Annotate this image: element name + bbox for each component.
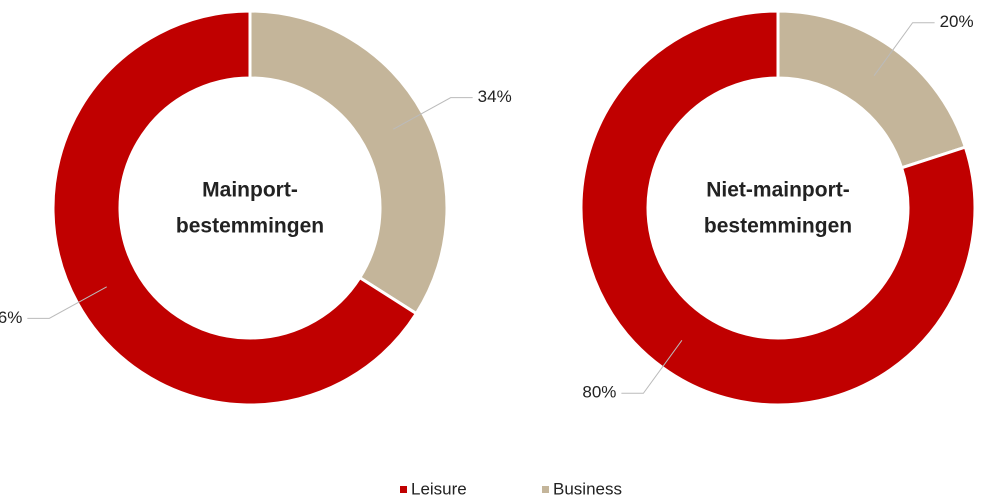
data-label: 66% <box>0 308 22 327</box>
donut-slice <box>51 9 419 407</box>
legend-label: Business <box>553 479 622 498</box>
legend-swatch <box>542 486 549 493</box>
center-title: Niet-mainport- <box>706 179 850 202</box>
leader-line <box>621 339 683 394</box>
leader-line <box>393 97 473 130</box>
data-label: 34% <box>478 87 512 106</box>
data-label: 20% <box>940 12 974 31</box>
donut-slice <box>248 9 449 316</box>
center-title: Mainport- <box>202 179 298 202</box>
legend-swatch <box>400 486 407 493</box>
leader-line <box>27 286 107 319</box>
center-title: bestemmingen <box>704 215 852 238</box>
donut-slice <box>776 9 968 170</box>
leader-line <box>873 22 935 77</box>
legend-label: Leisure <box>411 479 467 498</box>
center-title: bestemmingen <box>176 215 324 238</box>
donut-slice <box>579 9 977 407</box>
data-label: 80% <box>582 383 616 402</box>
